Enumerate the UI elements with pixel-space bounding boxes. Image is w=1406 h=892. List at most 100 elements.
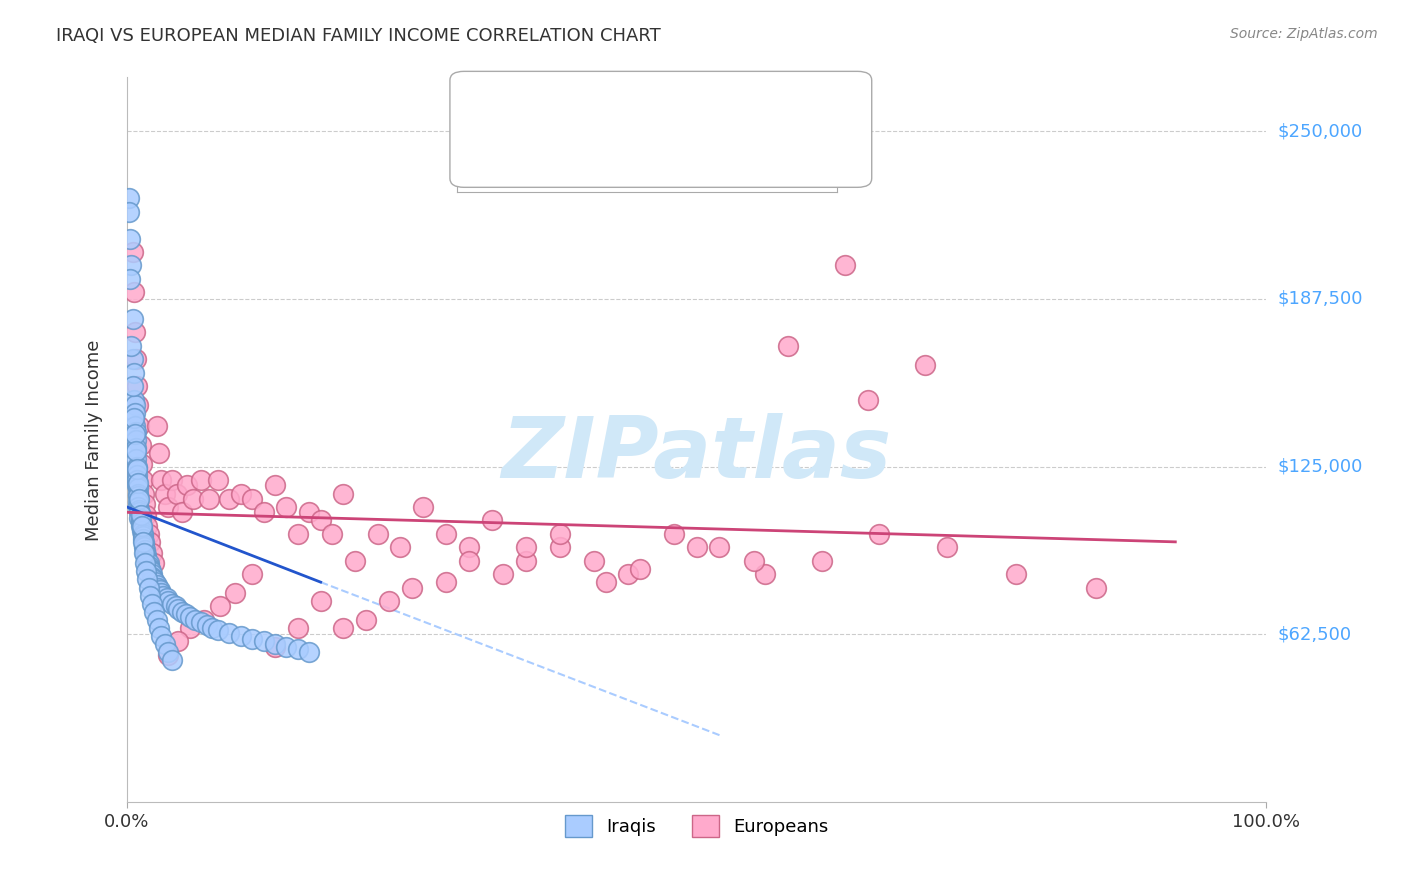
Point: [492, 567, 515, 582]
Point: [131, 518, 153, 533]
Point: [120, 231, 142, 245]
Point: [127, 500, 149, 514]
Point: [125, 352, 148, 367]
Point: [617, 567, 640, 582]
Point: [124, 427, 146, 442]
Point: [298, 645, 321, 659]
Point: [253, 634, 276, 648]
Point: [914, 358, 936, 372]
Point: [127, 481, 149, 495]
Point: [481, 513, 503, 527]
Point: [127, 379, 149, 393]
Point: [298, 505, 321, 519]
Point: [127, 475, 149, 490]
Point: [209, 599, 232, 614]
Point: [662, 526, 685, 541]
Point: [127, 494, 149, 508]
Point: [149, 583, 172, 598]
Point: [129, 518, 152, 533]
Point: [145, 419, 167, 434]
Point: [150, 586, 173, 600]
Point: [124, 419, 146, 434]
Point: [138, 562, 160, 576]
Point: [190, 473, 212, 487]
Point: [176, 478, 198, 492]
Point: [129, 508, 152, 522]
Point: [548, 526, 571, 541]
Point: [143, 605, 166, 619]
Point: [1084, 581, 1107, 595]
Point: [595, 575, 617, 590]
Point: [141, 597, 163, 611]
Point: [132, 537, 155, 551]
Point: [583, 554, 606, 568]
Point: [367, 526, 389, 541]
Point: [709, 540, 731, 554]
Point: [515, 540, 537, 554]
Point: [287, 621, 309, 635]
Point: [162, 473, 184, 487]
Point: [287, 642, 309, 657]
Point: [129, 513, 152, 527]
Point: [122, 366, 145, 380]
Legend: Iraqis, Europeans: Iraqis, Europeans: [557, 807, 837, 844]
Text: R =  -0.171: R = -0.171: [485, 101, 588, 119]
Text: Source: ZipAtlas.com: Source: ZipAtlas.com: [1230, 27, 1378, 41]
Point: [170, 505, 193, 519]
Point: [162, 653, 184, 667]
Point: [124, 326, 146, 340]
Point: [136, 573, 159, 587]
Point: [138, 589, 160, 603]
Point: [207, 624, 229, 638]
Point: [156, 648, 179, 662]
Point: [127, 473, 149, 487]
Point: [138, 559, 160, 574]
Point: [125, 443, 148, 458]
Point: [131, 524, 153, 538]
Point: [120, 272, 142, 286]
Point: [129, 516, 152, 530]
Point: [132, 473, 155, 487]
Point: [132, 540, 155, 554]
Point: [309, 594, 332, 608]
Point: [332, 621, 354, 635]
Point: [1004, 567, 1026, 582]
Point: [434, 526, 457, 541]
Point: [128, 505, 150, 519]
Point: [134, 497, 156, 511]
Point: [936, 540, 959, 554]
Point: [686, 540, 709, 554]
Point: [128, 502, 150, 516]
Point: [167, 634, 190, 648]
Point: [165, 599, 187, 614]
Point: [412, 500, 434, 514]
Point: [332, 486, 354, 500]
Point: [146, 581, 169, 595]
Point: [125, 425, 148, 439]
Point: [148, 621, 170, 635]
Point: [135, 551, 157, 566]
Point: [240, 632, 263, 646]
Point: [145, 575, 167, 590]
Point: [156, 594, 179, 608]
Point: [287, 526, 309, 541]
Point: [179, 621, 201, 635]
Point: [166, 486, 188, 500]
Point: [122, 285, 145, 300]
Point: [264, 478, 287, 492]
Point: [309, 513, 332, 527]
Point: [190, 615, 212, 630]
Point: [224, 586, 246, 600]
Point: [127, 398, 149, 412]
Point: [240, 567, 263, 582]
Text: $250,000: $250,000: [1278, 122, 1364, 140]
Point: [174, 607, 197, 622]
Point: [141, 570, 163, 584]
Point: [457, 554, 479, 568]
Point: [811, 554, 834, 568]
Point: [127, 467, 149, 482]
Point: [132, 546, 155, 560]
Point: [162, 597, 184, 611]
Point: [218, 626, 240, 640]
Point: [156, 500, 179, 514]
